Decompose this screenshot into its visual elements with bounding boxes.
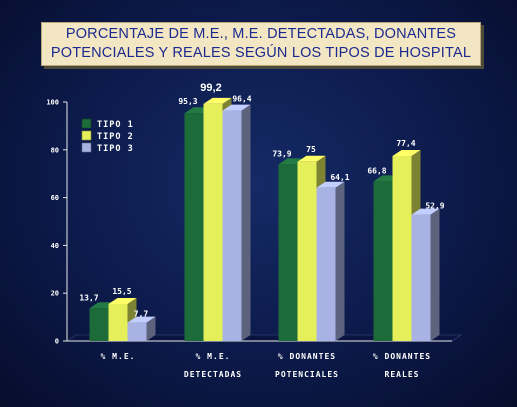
data-label: 7,7: [134, 310, 149, 319]
data-label: 66,8: [367, 166, 386, 175]
x-category-label: % M.E.: [196, 352, 231, 361]
data-label: 52,9: [425, 202, 444, 211]
data-label: 73,9: [272, 149, 291, 158]
bar-top: [203, 97, 232, 104]
bar-front: [297, 161, 317, 341]
bar: [222, 104, 251, 341]
data-label: 99,2: [200, 82, 221, 94]
bar: [316, 181, 345, 341]
y-tick-label: 40: [51, 242, 59, 250]
bar-front: [278, 164, 298, 341]
bar-top: [316, 181, 345, 188]
bar-side: [241, 104, 251, 341]
bar-front: [127, 322, 147, 341]
legend-label: TIPO 2: [97, 132, 134, 142]
bar-top: [411, 208, 440, 215]
bar-front: [392, 156, 412, 341]
bar-front: [411, 214, 431, 341]
data-label: 15,5: [112, 287, 131, 296]
bar-front: [222, 110, 242, 341]
bar-side: [430, 208, 440, 341]
bar-top: [108, 297, 137, 304]
legend: TIPO 1 TIPO 2 TIPO 3: [81, 118, 134, 154]
data-label: 96,4: [232, 95, 251, 104]
y-tick-label: 0: [55, 338, 59, 346]
x-category-label: POTENCIALES: [275, 370, 339, 379]
chart-title-line-2: POTENCIALES Y REALES SEGÚN LOS TIPOS DE …: [50, 45, 472, 61]
legend-swatch: [81, 118, 92, 129]
data-label: 75: [306, 145, 316, 154]
data-label: 13,7: [79, 293, 98, 302]
data-label: 95,3: [178, 97, 197, 106]
legend-swatch: [81, 142, 92, 153]
bar: [411, 208, 440, 341]
x-category-label: % M.E.: [101, 352, 136, 361]
chart-title-line-1: PORCENTAJE DE M.E., M.E. DETECTADAS, DON…: [65, 26, 457, 42]
x-category-label: % DONANTES: [278, 352, 336, 361]
bar-front: [184, 113, 204, 341]
bar-side: [146, 316, 156, 341]
x-category-label: REALES: [385, 370, 420, 379]
bar-front: [203, 103, 223, 341]
bar: [127, 316, 156, 341]
bar-front: [89, 308, 109, 341]
x-category-label: % DONANTES: [373, 352, 431, 361]
y-tick-label: 20: [51, 290, 59, 298]
y-tick-label: 60: [51, 194, 59, 202]
bar-top: [392, 150, 421, 157]
x-category-label: DETECTADAS: [184, 370, 242, 379]
y-tick-label: 80: [51, 146, 59, 154]
y-tick-label: 100: [46, 99, 59, 107]
legend-label: TIPO 3: [97, 144, 134, 154]
bar-front: [316, 187, 336, 341]
bar-side: [335, 181, 345, 341]
bar-top: [222, 104, 251, 111]
chart-title: PORCENTAJE DE M.E., M.E. DETECTADAS, DON…: [41, 22, 481, 66]
bar-top: [127, 316, 156, 323]
legend-swatch: [81, 130, 92, 141]
bar-top: [297, 155, 326, 162]
data-label: 77,4: [396, 139, 415, 148]
bar-front: [373, 181, 393, 341]
legend-label: TIPO 1: [97, 120, 134, 130]
bar-front: [108, 303, 128, 341]
data-label: 64,1: [330, 173, 349, 182]
